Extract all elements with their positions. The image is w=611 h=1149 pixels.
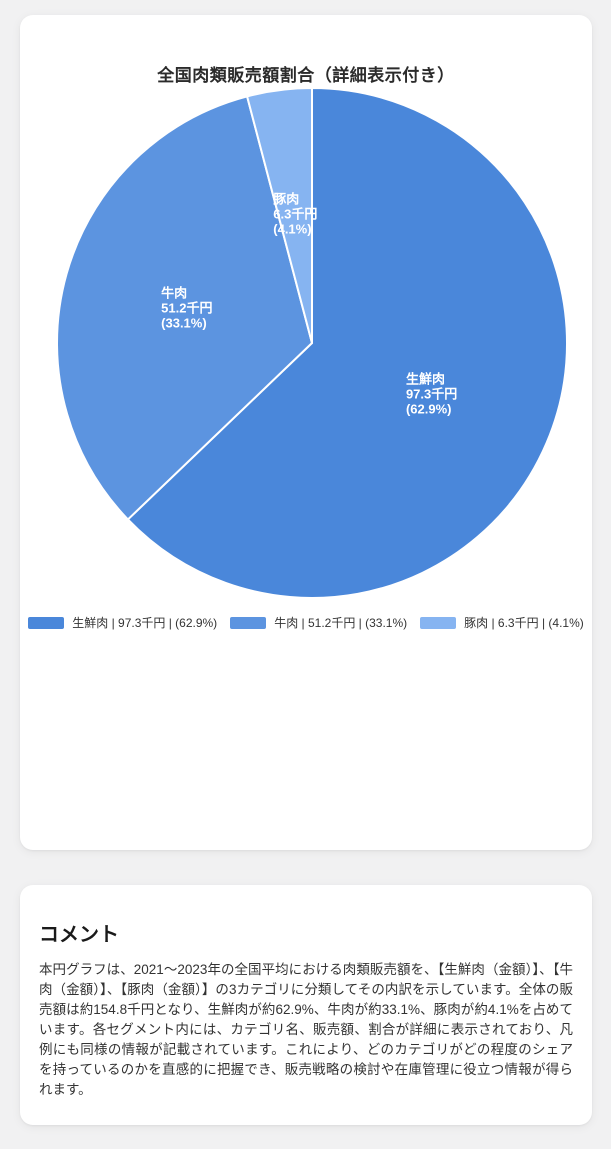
legend-item-2[interactable]: 豚肉 | 6.3千円 | (4.1%) — [420, 614, 584, 631]
chart-legend: 生鮮肉 | 97.3千円 | (62.9%) 牛肉 | 51.2千円 | (33.… — [20, 614, 592, 631]
pie-slice-1[interactable] — [56, 95, 313, 521]
legend-label: 牛肉 | 51.2千円 | (33.1%) — [274, 616, 408, 630]
legend-swatch-icon — [230, 616, 267, 629]
chart-card: 全国肉類販売額割合（詳細表示付き） 生鮮肉 97.3千円 (62.9%) 牛肉 51.2… — [20, 15, 592, 850]
comment-body: 本円グラフは、2021〜2023年の全国平均における肉類販売額を、【生鮮肉（金額… — [39, 962, 573, 1097]
pie-slice-0[interactable] — [126, 87, 568, 599]
chart-title: 全国肉類販売額割合（詳細表示付き） — [157, 66, 455, 85]
legend-item-0[interactable]: 生鮮肉 | 97.3千円 | (62.9%) — [28, 614, 217, 631]
comment-card: コメント 本円グラフは、2021〜2023年の全国平均における肉類販売額を、【生… — [20, 885, 592, 1125]
pie-chart: 生鮮肉 97.3千円 (62.9%) 牛肉 51.2千円 (33.1%) 豚肉 6.3千円 (4… — [20, 85, 592, 605]
legend-swatch-icon — [28, 616, 65, 629]
legend-label: 生鮮肉 | 97.3千円 | (62.9%) — [72, 616, 218, 630]
legend-swatch-icon — [420, 616, 457, 629]
pie-slice-2[interactable] — [246, 87, 313, 344]
legend-item-1[interactable]: 牛肉 | 51.2千円 | (33.1%) — [230, 614, 407, 631]
comment-heading: コメント — [39, 924, 119, 946]
legend-label: 豚肉 | 6.3千円 | (4.1%) — [464, 616, 584, 630]
